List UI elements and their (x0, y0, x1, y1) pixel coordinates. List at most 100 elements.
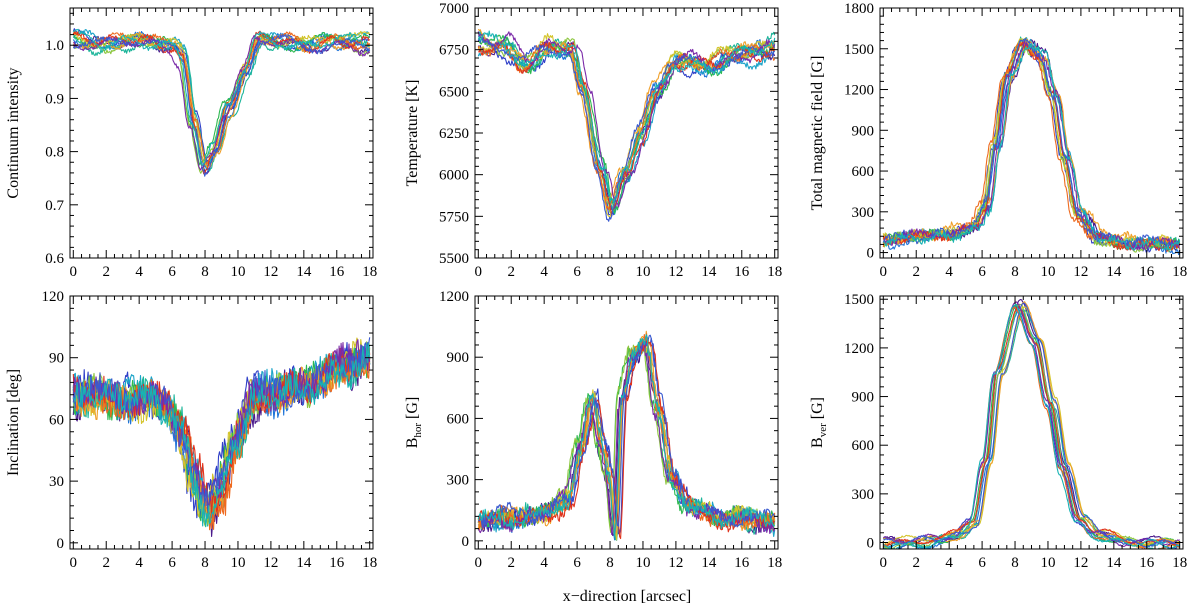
ylabel-main: B (809, 437, 826, 448)
y-tick-label: 0 (867, 246, 875, 262)
y-tick-label: 6250 (439, 126, 469, 142)
x-tick-label: 16 (1139, 555, 1155, 571)
panel-b-ver: Bver [G] 0 2 4 6 8 10 12 14 16 18 0 300 600 900 1200 15… (809, 292, 1187, 571)
ylabel: Bhor [G] (404, 397, 424, 449)
ylabel-main: B (404, 438, 421, 449)
series-line (883, 306, 1180, 547)
series-line (72, 337, 371, 513)
plot-frame (474, 7, 779, 259)
series-line (72, 28, 371, 166)
series-line (72, 342, 371, 527)
y-tick-label: 300 (852, 205, 875, 221)
x-tick-label: 14 (701, 264, 717, 280)
x-tick-label: 8 (606, 264, 614, 280)
y-tick-label: 900 (852, 390, 875, 406)
series-line (882, 309, 1180, 549)
series-line (882, 41, 1181, 252)
series-line (882, 40, 1181, 249)
y-tick-label: 300 (447, 473, 470, 489)
series-line (882, 41, 1181, 253)
ylabel: Bver [G] (809, 397, 829, 448)
x-tick-label: 0 (70, 555, 78, 571)
panel-temperature: Temperature [K] 0 2 4 6 8 10 12 14 16 18 5500 5750 6… (404, 1, 782, 280)
x-axis-label: x−direction [arcsec] (563, 588, 692, 605)
x-tick-label: 18 (362, 264, 377, 280)
x-tick-label: 16 (329, 264, 345, 280)
x-tick-label: 14 (296, 555, 312, 571)
y-tick-label: 600 (852, 164, 875, 180)
series-line (73, 31, 371, 168)
x-tick-label: 8 (201, 264, 209, 280)
ylabel-subscript: ver (817, 423, 829, 437)
y-tick-label: 120 (42, 289, 65, 305)
y-tick-label: 0.7 (45, 198, 64, 214)
ylabel: Continuum intensity (5, 67, 22, 198)
y-tick-label: 900 (852, 123, 875, 139)
series-line (477, 30, 776, 203)
series-line (882, 38, 1181, 250)
series-line (883, 304, 1180, 549)
y-tick-label: 1500 (844, 42, 874, 58)
x-tick-label: 10 (635, 555, 650, 571)
x-tick-label: 10 (230, 264, 245, 280)
x-tick-label: 0 (70, 264, 78, 280)
y-tick-label: 6000 (439, 168, 469, 184)
series-line (72, 30, 371, 166)
panel-continuum-intensity: Continuum intensity 0 2 4 6 8 10 12 14 16 18 0.6 0.… (5, 7, 377, 280)
x-tick-label: 6 (978, 264, 986, 280)
series-line (883, 309, 1180, 549)
y-tick-label: 900 (447, 350, 470, 366)
y-tick-label: 600 (447, 411, 470, 427)
x-tick-label: 0 (475, 555, 483, 571)
x-tick-label: 8 (201, 555, 209, 571)
series-line (72, 339, 371, 508)
y-tick-label: 0.9 (45, 91, 64, 107)
ylabel: Inclination [deg] (5, 369, 22, 476)
x-tick-label: 0 (880, 264, 888, 280)
x-tick-label: 2 (912, 264, 920, 280)
ylabel-unit: [G] (404, 397, 421, 423)
series-line (882, 303, 1181, 549)
series-group (882, 36, 1181, 256)
x-tick-label: 10 (1040, 555, 1055, 571)
series-line (882, 37, 1181, 250)
series-line (72, 34, 371, 177)
y-tick-label: 5500 (439, 251, 469, 267)
y-tick-label: 0 (57, 536, 65, 552)
x-tick-label: 4 (945, 555, 953, 571)
y-tick-label: 7000 (439, 1, 469, 17)
y-tick-label: 1500 (844, 292, 874, 308)
x-tick-label: 6 (573, 264, 581, 280)
x-tick-label: 4 (135, 555, 143, 571)
x-tick-label: 4 (540, 555, 548, 571)
series-line (477, 31, 776, 208)
panel-b-hor: Bhor [G] 0 2 4 6 8 10 12 14 16 18 0 300 600 900 1200 (404, 289, 782, 571)
series-line (882, 37, 1181, 249)
y-tick-label: 0 (867, 536, 875, 552)
y-tick-label: 90 (49, 351, 64, 367)
x-tick-label: 0 (475, 264, 483, 280)
series-line (882, 304, 1181, 547)
series-line (477, 334, 776, 537)
x-tick-label: 12 (263, 264, 278, 280)
x-tick-label: 18 (767, 555, 782, 571)
x-tick-label: 18 (1172, 555, 1187, 571)
x-tick-label: 16 (734, 264, 750, 280)
ylabel-unit: [G] (809, 397, 826, 423)
x-tick-label: 10 (1040, 264, 1055, 280)
series-line (883, 43, 1181, 251)
ylabel-subscript: hor (412, 423, 424, 438)
y-tick-label: 1800 (844, 1, 874, 17)
x-tick-label: 18 (767, 264, 782, 280)
x-tick-label: 6 (573, 555, 581, 571)
y-tick-label: 30 (49, 474, 64, 490)
x-tick-label: 14 (296, 264, 312, 280)
y-tick-label: 0 (462, 534, 470, 550)
series-group (477, 28, 776, 222)
series-line (882, 39, 1181, 251)
series-line (882, 39, 1181, 251)
y-tick-label: 5750 (439, 209, 469, 225)
series-line (477, 334, 776, 528)
x-tick-label: 2 (912, 555, 920, 571)
series-line (72, 349, 371, 521)
